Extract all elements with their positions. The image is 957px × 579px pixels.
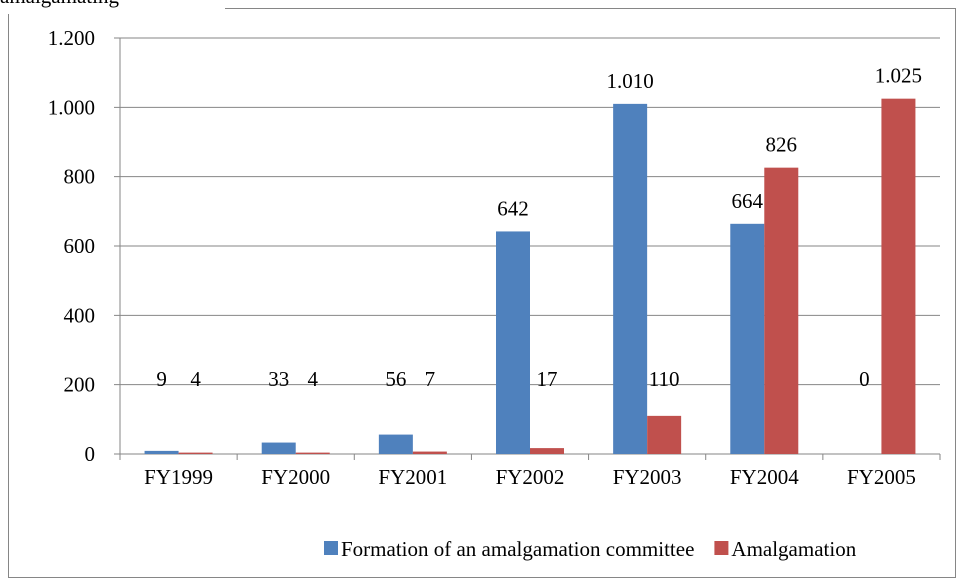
bar	[261, 442, 296, 454]
data-label: 33	[268, 367, 289, 391]
chart-frame	[8, 8, 956, 578]
bar	[764, 167, 799, 455]
x-tick-label: FY1999	[144, 465, 213, 489]
data-label: 17	[537, 367, 558, 391]
legend-swatch	[714, 541, 729, 555]
data-label: 664	[732, 189, 764, 213]
bar	[530, 448, 564, 454]
bar	[178, 452, 213, 454]
x-tick-label: FY2005	[847, 465, 916, 489]
bar	[613, 103, 648, 454]
y-tick-label: 200	[64, 373, 96, 397]
x-tick-label: FY2002	[496, 465, 565, 489]
bar	[881, 98, 916, 455]
data-label: 7	[425, 367, 436, 391]
data-label: 110	[649, 367, 680, 391]
data-label: 1.010	[607, 69, 654, 93]
x-tick-label: FY2001	[378, 465, 447, 489]
y-tick-label: 1.200	[48, 26, 95, 50]
data-label: 826	[766, 133, 798, 157]
data-label: 642	[497, 196, 529, 220]
bar	[295, 452, 330, 454]
y-tick-label: 1.000	[48, 95, 95, 119]
legend-label: Formation of an amalgamation committee	[341, 537, 694, 561]
bar	[496, 231, 530, 454]
legend-swatch	[324, 541, 338, 555]
title-backdrop	[0, 0, 225, 14]
data-label: 4	[190, 367, 201, 391]
data-label: 1.025	[875, 64, 922, 88]
chart-title: amalgamating	[0, 0, 119, 8]
y-tick-label: 400	[64, 303, 96, 327]
data-label: 56	[385, 367, 406, 391]
y-tick-label: 600	[64, 234, 96, 258]
legend-label: Amalgamation	[731, 537, 856, 561]
bar	[378, 434, 413, 454]
x-tick-label: FY2004	[730, 465, 799, 489]
bar	[647, 415, 682, 454]
bar	[730, 223, 765, 454]
y-tick-label: 0	[85, 442, 96, 466]
x-tick-label: FY2003	[613, 465, 682, 489]
x-tick-label: FY2000	[261, 465, 330, 489]
data-label: 4	[307, 367, 318, 391]
data-label: 9	[156, 367, 167, 391]
y-tick-label: 800	[64, 165, 96, 189]
bar	[144, 450, 179, 454]
bar	[412, 451, 447, 454]
data-label: 0	[859, 367, 870, 391]
